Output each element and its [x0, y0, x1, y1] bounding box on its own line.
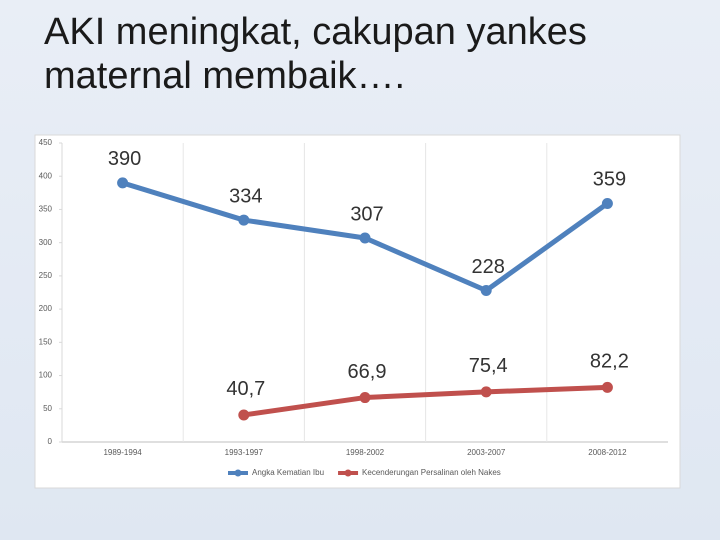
y-tick-label: 350 — [39, 205, 53, 214]
slide-title: AKI meningkat, cakupan yankes maternal m… — [44, 11, 587, 97]
data-label: 390 — [108, 148, 141, 170]
y-tick-label: 300 — [39, 238, 53, 247]
x-tick-label: 2003-2007 — [467, 448, 506, 457]
x-tick-label: 1993-1997 — [225, 448, 264, 457]
data-label: 228 — [472, 256, 505, 278]
y-tick-label: 250 — [39, 271, 53, 280]
point — [359, 232, 371, 244]
point — [359, 392, 371, 404]
data-label: 75,4 — [469, 355, 508, 377]
point — [117, 177, 129, 189]
point — [238, 409, 250, 421]
y-tick-label: 0 — [48, 437, 53, 446]
data-label: 359 — [593, 169, 626, 191]
legend-label: Kecenderungan Persalinan oleh Nakes — [362, 468, 501, 477]
x-tick-label: 1989-1994 — [103, 448, 142, 457]
chart-area — [34, 134, 681, 489]
data-label: 334 — [229, 185, 262, 207]
x-tick-label: 2008-2012 — [588, 448, 627, 457]
data-label: 82,2 — [590, 351, 629, 373]
point — [480, 285, 492, 297]
legend-label: Angka Kematian Ibu — [252, 468, 324, 477]
y-tick-label: 400 — [39, 171, 53, 180]
y-tick-label: 50 — [43, 404, 52, 413]
x-tick-label: 1998-2002 — [346, 448, 385, 457]
data-label: 40,7 — [226, 378, 265, 400]
y-tick-label: 100 — [39, 371, 53, 380]
series-line — [243, 384, 608, 418]
legend-marker — [344, 469, 352, 477]
y-tick-label: 150 — [39, 337, 53, 346]
point — [601, 197, 613, 209]
point — [238, 214, 250, 226]
y-tick-label: 200 — [39, 304, 53, 313]
y-tick-label: 450 — [39, 138, 53, 147]
legend-marker — [234, 469, 242, 477]
point — [480, 386, 492, 398]
data-label: 307 — [350, 203, 383, 225]
point — [601, 381, 613, 393]
data-label: 66,9 — [348, 361, 387, 383]
